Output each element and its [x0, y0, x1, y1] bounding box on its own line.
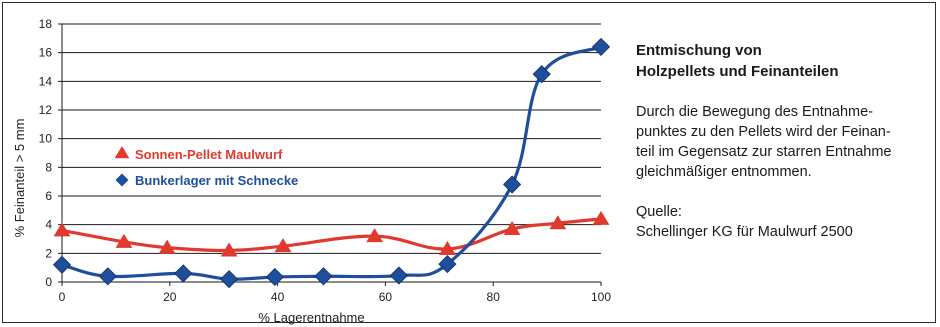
source-note: Quelle: Schellinger KG für Maulwurf 2500 — [636, 202, 936, 242]
data-point-diamond — [502, 175, 522, 194]
legend-item-sonnen-pellet: Sonnen-Pellet Maulwurf — [114, 146, 283, 162]
x-axis-label: % Lagerentnahme — [258, 310, 364, 325]
data-point-triangle — [53, 222, 71, 237]
y-tick-label: 2 — [45, 246, 52, 260]
data-point-diamond — [314, 267, 333, 286]
data-point-diamond — [389, 266, 408, 285]
data-point-diamond — [52, 255, 72, 274]
data-point-triangle — [158, 239, 176, 254]
data-point-triangle — [220, 242, 238, 257]
y-tick-label: 10 — [39, 132, 53, 146]
data-point-diamond — [532, 65, 551, 84]
data-point-triangle — [592, 210, 610, 225]
data-point-diamond — [591, 37, 611, 56]
series-line-1 — [61, 45, 602, 281]
data-point-diamond — [220, 270, 239, 289]
y-tick-label: 12 — [39, 103, 53, 117]
x-tick-label: 60 — [379, 290, 393, 304]
line-chart: 0 20 40 60 80 100 0 2 4 6 8 10 12 14 16 18 % Lagerentn… — [12, 17, 612, 325]
x-tick-label: 20 — [163, 290, 177, 304]
series-1 — [52, 37, 611, 289]
legend-diamond-marker — [115, 173, 129, 187]
body-line: gleichmäßiger entnommen. — [636, 164, 812, 180]
title-line: Entmischung von — [636, 42, 762, 59]
data-point-diamond — [98, 267, 117, 286]
y-tick-label: 18 — [39, 17, 53, 31]
description-panel: Entmischung von Holzpellets und Feinante… — [636, 40, 936, 242]
data-point-diamond — [265, 267, 284, 287]
figure-frame — [2, 2, 936, 323]
data-point-triangle — [503, 220, 521, 235]
y-tick-label: 14 — [39, 74, 53, 88]
data-point-triangle — [549, 215, 567, 230]
axes — [58, 23, 602, 286]
data-point-triangle — [274, 238, 292, 253]
data-point-triangle — [366, 228, 384, 243]
x-tick-label: 0 — [59, 290, 66, 304]
y-tick-label: 0 — [45, 275, 52, 289]
source-line: Quelle: — [636, 204, 682, 220]
source-line: Schellinger KG für Maulwurf 2500 — [636, 224, 853, 240]
y-tick-labels: 0 2 4 6 8 10 12 14 16 18 — [39, 17, 53, 289]
legend-triangle-marker — [114, 146, 130, 159]
legend-label-sonnen-pellet: Sonnen-Pellet Maulwurf — [135, 147, 283, 162]
y-tick-label: 4 — [45, 218, 52, 232]
y-tick-label: 6 — [45, 189, 52, 203]
legend: Sonnen-Pellet Maulwurf Bunkerlager mit S… — [114, 146, 298, 188]
body-line: Durch die Bewegung des Entnahme- — [636, 104, 873, 120]
data-point-diamond — [438, 255, 457, 274]
legend-item-bunkerlager: Bunkerlager mit Schnecke — [115, 173, 298, 188]
y-tick-label: 8 — [45, 160, 52, 174]
x-tick-label: 40 — [271, 290, 285, 304]
x-tick-label: 80 — [487, 290, 501, 304]
description-body: Durch die Bewegung des Entnahme- punktes… — [636, 102, 936, 182]
x-tick-labels: 0 20 40 60 80 100 — [59, 290, 612, 304]
x-tick-label: 100 — [591, 290, 611, 304]
description-title: Entmischung von Holzpellets und Feinante… — [636, 40, 936, 82]
legend-label-bunkerlager: Bunkerlager mit Schnecke — [135, 173, 298, 188]
y-axis-label: % Feinanteil > 5 mm — [12, 119, 27, 238]
series-layer — [52, 37, 611, 289]
data-point-triangle — [115, 233, 133, 248]
data-point-diamond — [174, 264, 193, 283]
body-line: teil im Gegensatz zur starren Entnahme — [636, 144, 892, 160]
title-line: Holzpellets und Feinanteilen — [636, 63, 839, 80]
data-point-triangle — [438, 241, 456, 256]
grid-lines — [62, 23, 601, 254]
y-tick-label: 16 — [39, 46, 53, 60]
body-line: punktes zu den Pellets wird der Feinan- — [636, 124, 891, 140]
series-0 — [53, 210, 610, 257]
series-line-0 — [61, 217, 602, 253]
